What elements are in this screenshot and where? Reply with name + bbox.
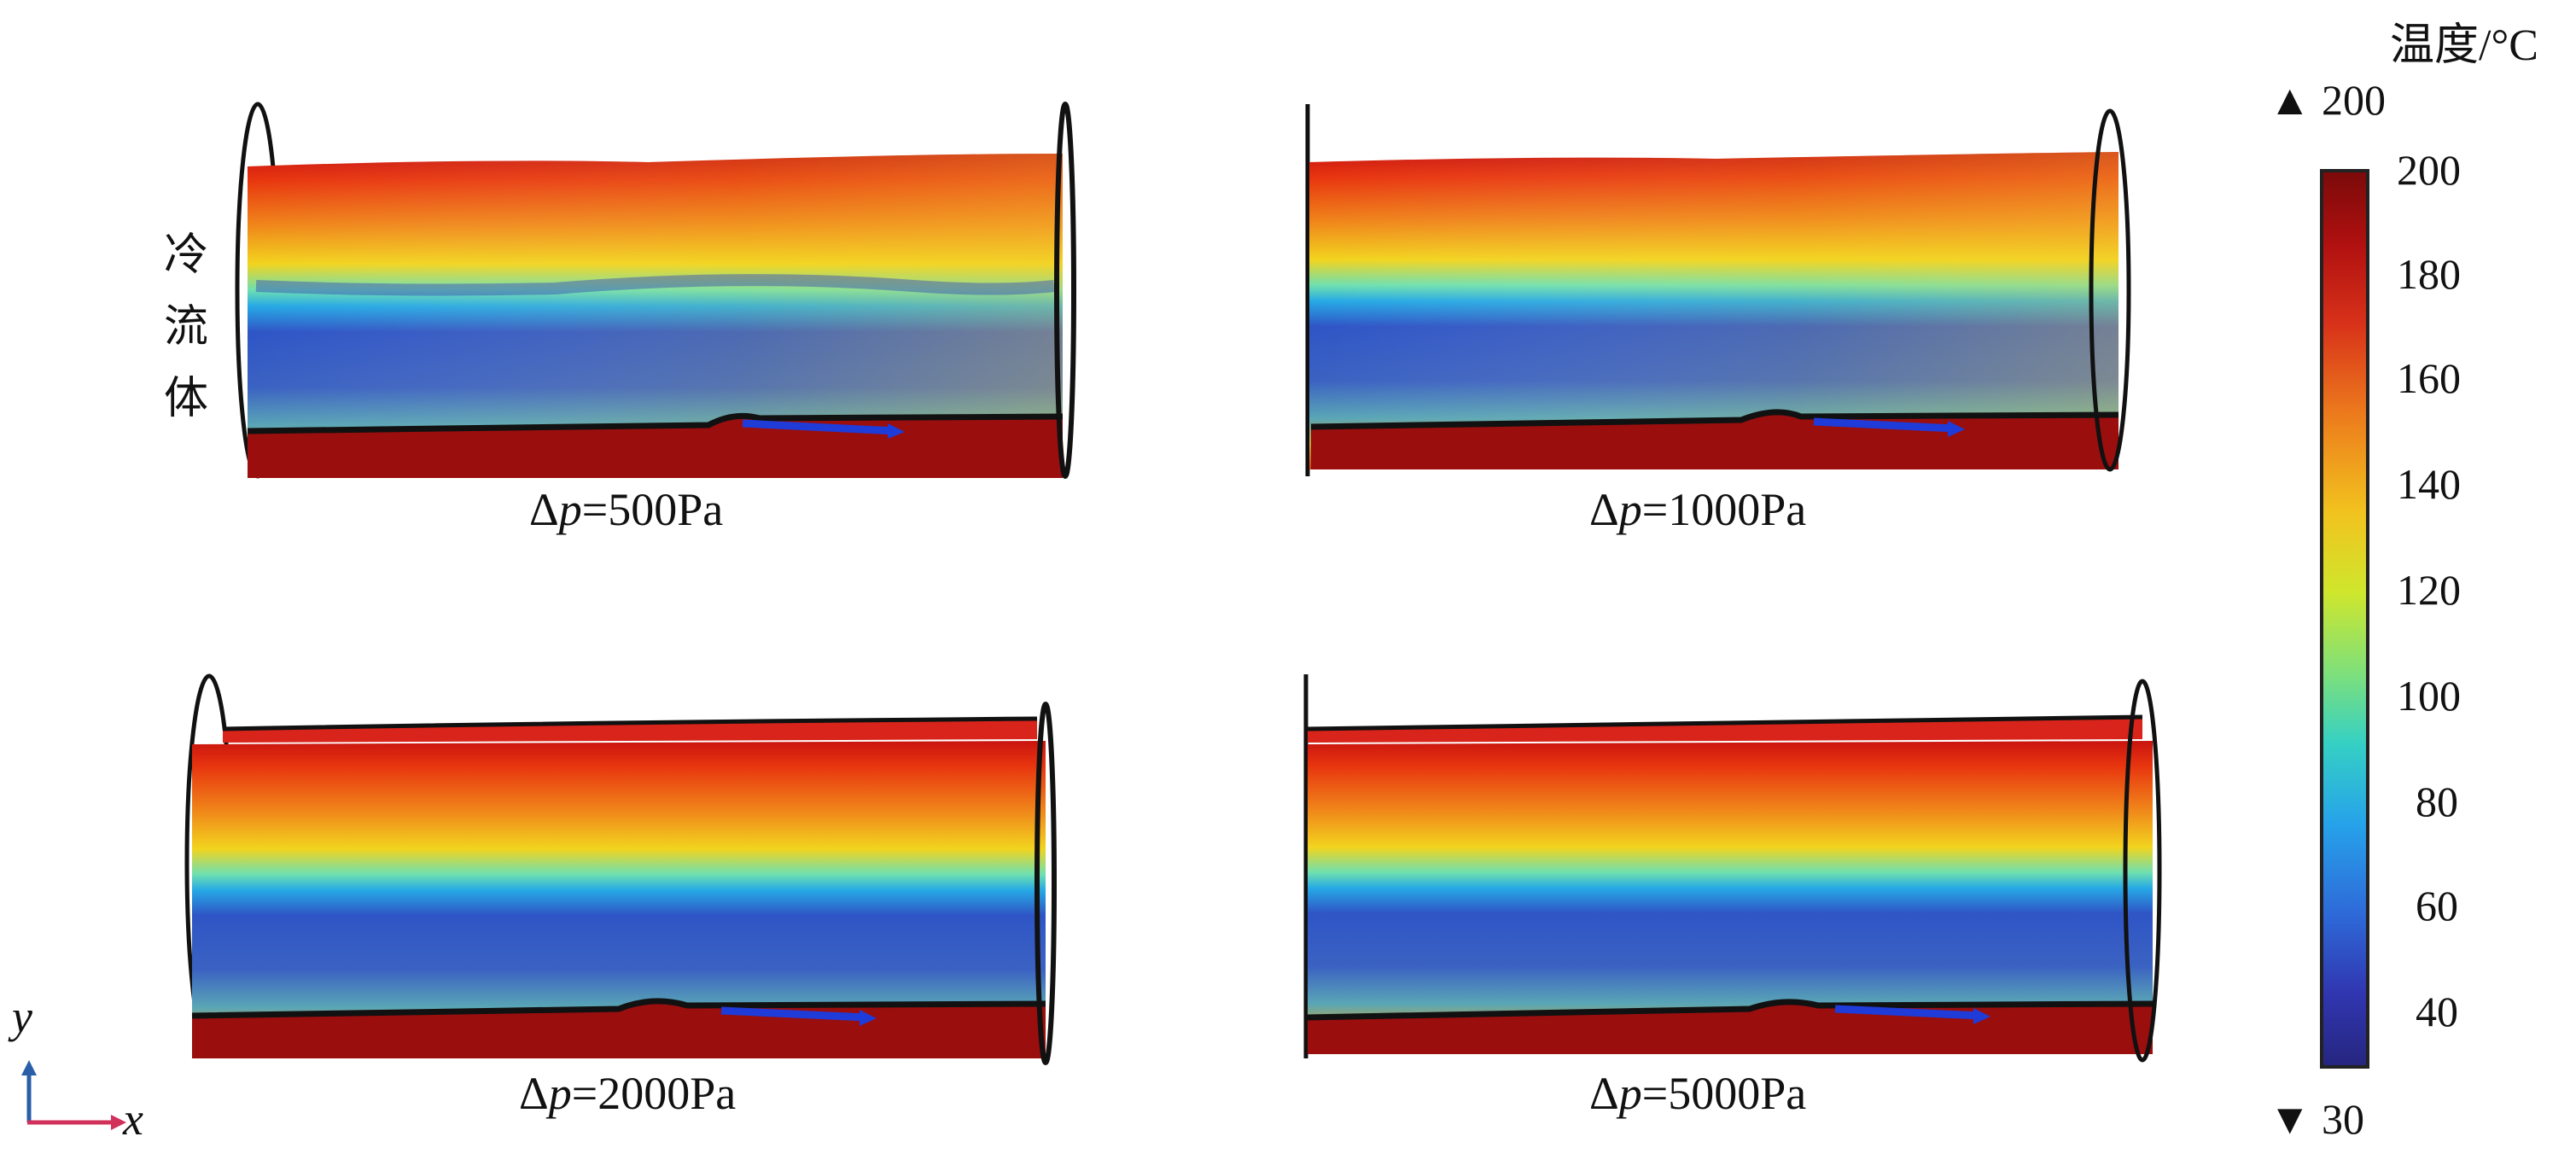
delta-symbol: Δ: [1589, 484, 1619, 535]
pressure-value: =2000Pa: [571, 1068, 737, 1119]
panel-dp-2000: [175, 666, 1080, 1067]
pressure-value: =500Pa: [581, 484, 724, 535]
temperature-field-5000: [1303, 674, 2162, 1063]
caption-dp-5000: Δp=5000Pa: [1589, 1067, 1806, 1120]
colorbar-tick: 200: [2397, 146, 2461, 194]
colorbar-tick: 60: [2416, 882, 2458, 930]
y-arrowhead-icon: [21, 1060, 37, 1075]
pressure-var: p: [548, 1068, 572, 1119]
pressure-value: =5000Pa: [1641, 1068, 1807, 1119]
cold-fluid-char: 流: [163, 303, 208, 352]
pressure-value: =1000Pa: [1641, 484, 1807, 535]
temperature-field-1000: [1305, 104, 2131, 476]
x-arrowhead-icon: [111, 1115, 126, 1130]
cold-fluid-char: 体: [163, 375, 208, 423]
delta-symbol: Δ: [529, 484, 559, 535]
colorbar-max-marker: ▲ 200: [2269, 76, 2386, 124]
delta-symbol: Δ: [1589, 1068, 1619, 1119]
panel-dp-5000: [1289, 666, 2177, 1067]
temperature-field-500: [235, 102, 1076, 479]
panel-dp-1000: [1289, 94, 2134, 487]
colorbar-tick: 40: [2416, 988, 2458, 1035]
axis-triad: [21, 1060, 126, 1130]
caption-dp-1000: Δp=1000Pa: [1589, 483, 1806, 536]
temperature-field-2000: [184, 673, 1057, 1065]
colorbar-min-marker: ▼ 30: [2269, 1095, 2364, 1143]
colorbar-tick: 140: [2397, 460, 2461, 508]
colorbar-title: 温度/°C: [2390, 21, 2538, 70]
caption-dp-2000: Δp=2000Pa: [519, 1067, 736, 1120]
colorbar-tick: 80: [2416, 778, 2458, 825]
x-axis-label: x: [123, 1093, 143, 1145]
pressure-var: p: [1618, 1068, 1642, 1119]
cold-fluid-label: 冷 流 体: [160, 220, 212, 435]
colorbar-tick: 100: [2397, 672, 2461, 720]
delta-symbol: Δ: [519, 1068, 549, 1119]
colorbar-tick: 120: [2397, 566, 2461, 614]
pressure-var: p: [558, 484, 582, 535]
caption-dp-500: Δp=500Pa: [529, 483, 723, 536]
pressure-var: p: [1618, 484, 1642, 535]
panel-dp-500: [230, 94, 1076, 487]
colorbar-tick: 160: [2397, 354, 2461, 402]
y-axis-label: y: [12, 991, 32, 1042]
colorbar: [2320, 169, 2369, 1069]
colorbar-tick: 180: [2397, 250, 2461, 298]
cold-fluid-char: 冷: [163, 231, 208, 280]
